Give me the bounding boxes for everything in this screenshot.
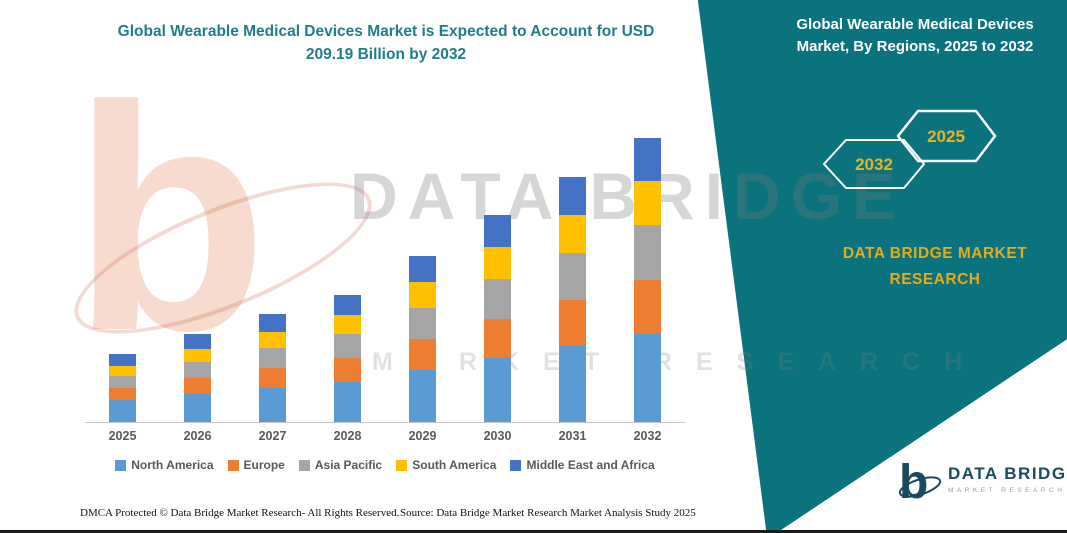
bar-segment-asia-pacific-2032	[634, 225, 661, 280]
logo-name: DATA BRIDGE	[948, 464, 1067, 483]
x-axis-label-2025: 2025	[108, 429, 137, 443]
x-axis-label-2032: 2032	[633, 429, 662, 443]
bar-2030	[484, 215, 511, 422]
legend-swatch-europe	[227, 459, 239, 471]
bar-segment-asia-pacific-2026	[184, 362, 211, 378]
bar-segment-middle-east-and-africa-2030	[484, 215, 511, 248]
bar-2032	[634, 138, 661, 422]
legend-swatch-north-america	[115, 459, 127, 471]
bar-segment-asia-pacific-2029	[409, 308, 436, 339]
bar-segment-north-america-2030	[484, 358, 511, 422]
bar-segment-europe-2032	[634, 280, 661, 334]
legend-swatch-middle-east-and-africa	[510, 459, 522, 471]
x-axis-label-2029: 2029	[408, 429, 437, 443]
bar-segment-europe-2031	[559, 300, 586, 346]
data-bridge-logo: b DATA BRIDGE MARKET RESEARCH	[896, 456, 1067, 508]
bar-segment-europe-2025	[109, 388, 136, 400]
bar-segment-europe-2028	[334, 358, 361, 382]
bar-segment-north-america-2029	[409, 370, 436, 422]
source-note: Source: Data Bridge Market Research Mark…	[400, 507, 696, 519]
bar-2027	[259, 314, 286, 422]
legend-label-asia-pacific: Asia Pacific	[314, 458, 383, 472]
page-title: Global Wearable Medical Devices Market i…	[82, 20, 690, 67]
bar-segment-middle-east-and-africa-2025	[109, 354, 136, 367]
bar-segment-south-america-2030	[484, 247, 511, 280]
x-axis-label-2030: 2030	[483, 429, 512, 443]
legend-label-europe: Europe	[243, 458, 285, 472]
bar-segment-south-america-2025	[109, 366, 136, 377]
bar-segment-south-america-2032	[634, 181, 661, 225]
bar-segment-middle-east-and-africa-2026	[184, 334, 211, 349]
bar-segment-asia-pacific-2030	[484, 279, 511, 320]
data-bridge-b-icon: b	[898, 456, 942, 508]
legend-swatch-asia-pacific	[298, 459, 310, 471]
bar-segment-europe-2026	[184, 378, 211, 394]
hexagon-2032	[822, 139, 926, 189]
dmca-notice: DMCA Protected © Data Bridge Market Rese…	[80, 507, 400, 519]
hexagon-2025	[896, 109, 997, 163]
legend-item-middle-east-and-africa: Middle East and Africa	[510, 458, 655, 472]
x-axis-labels: 2025 2026 2027 2028 2029 2030 2031 2032	[85, 429, 685, 443]
legend-swatch-south-america	[396, 459, 408, 471]
bar-segment-north-america-2026	[184, 394, 211, 422]
legend-item-north-america: North America	[115, 458, 214, 472]
legend-item-europe: Europe	[227, 458, 285, 472]
bar-segment-middle-east-and-africa-2031	[559, 177, 586, 215]
bar-chart: 2025 2026 2027 2028 2029 2030 2031 2032 North A…	[85, 130, 685, 472]
plot-area	[85, 130, 685, 423]
bar-2031	[559, 177, 586, 422]
bar-segment-south-america-2031	[559, 215, 586, 253]
bar-segment-asia-pacific-2027	[259, 348, 286, 369]
bar-segment-asia-pacific-2031	[559, 253, 586, 300]
bar-segment-north-america-2027	[259, 388, 286, 422]
x-axis-label-2028: 2028	[333, 429, 362, 443]
hexagon-2032-label: 2032	[855, 155, 893, 174]
bar-segment-europe-2030	[484, 319, 511, 359]
page-title-line2: 209.19 Billion by 2032	[305, 46, 467, 64]
bar-segment-south-america-2028	[334, 315, 361, 334]
side-panel-brand-text: DATA BRIDGE MARKET RESEARCH	[842, 245, 1028, 289]
logo-subtext: MARKET RESEARCH	[948, 487, 1066, 494]
bar-2029	[409, 255, 436, 422]
logo-text-block: DATA BRIDGE MARKET RESEARCH	[948, 464, 1067, 494]
x-axis-label-2026: 2026	[183, 429, 212, 443]
bar-segment-north-america-2028	[334, 382, 361, 422]
legend-item-south-america: South America	[396, 458, 496, 472]
bar-segment-north-america-2032	[634, 334, 661, 422]
hexagon-badges: 2032 2025	[822, 109, 997, 189]
bar-segment-north-america-2031	[559, 346, 586, 422]
bar-2025	[109, 354, 136, 422]
bar-segment-south-america-2029	[409, 281, 436, 308]
bar-segment-middle-east-and-africa-2032	[634, 138, 661, 181]
legend: North America Europe Asia Pacific South Ame…	[85, 458, 685, 472]
side-panel-title: Global Wearable Medical Devices Market, …	[796, 16, 1034, 55]
hexagon-2025-label: 2025	[927, 127, 965, 146]
bar-2026	[184, 334, 211, 422]
legend-label-south-america: South America	[412, 458, 497, 472]
x-axis-label-2031: 2031	[558, 429, 587, 443]
legend-item-asia-pacific: Asia Pacific	[298, 458, 383, 472]
legend-label-north-america: North America	[131, 458, 214, 472]
bar-segment-asia-pacific-2025	[109, 376, 136, 389]
bar-segment-middle-east-and-africa-2029	[409, 255, 436, 282]
page-title-line1: Global Wearable Medical Devices Market i…	[117, 23, 655, 40]
legend-label-middle-east-and-africa: Middle East and Africa	[526, 458, 655, 472]
bar-segment-middle-east-and-africa-2028	[334, 295, 361, 315]
bar-segment-north-america-2025	[109, 400, 136, 422]
bar-segment-middle-east-and-africa-2027	[259, 314, 286, 333]
bar-segment-asia-pacific-2028	[334, 334, 361, 358]
bar-segment-south-america-2027	[259, 332, 286, 349]
x-axis-label-2027: 2027	[258, 429, 287, 443]
bar-segment-europe-2029	[409, 339, 436, 370]
bar-segment-europe-2027	[259, 368, 286, 389]
bar-2028	[334, 295, 361, 422]
bar-segment-south-america-2026	[184, 349, 211, 362]
